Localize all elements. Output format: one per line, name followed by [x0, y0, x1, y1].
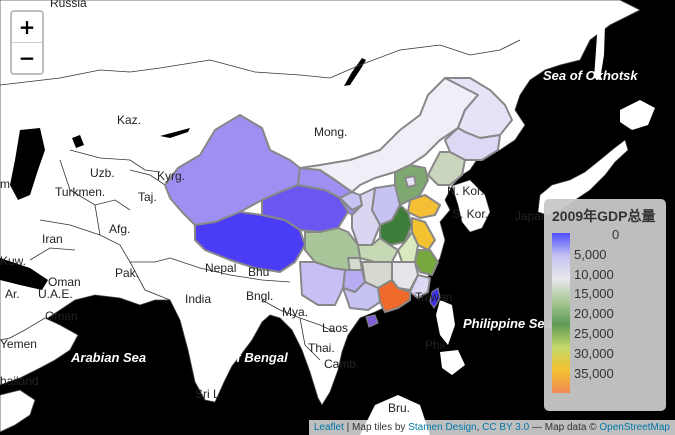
cc-by-link[interactable]: CC BY 3.0: [482, 422, 530, 433]
province-jilin: [444, 127, 501, 161]
label-arabian-sea: Arabian Sea: [70, 350, 146, 365]
leaflet-link[interactable]: Leaflet: [313, 422, 344, 433]
stamen-link[interactable]: Stamen Design: [408, 422, 477, 433]
label-india: India: [185, 292, 211, 306]
label-sea-of-okhotsk: Sea of Okhotsk: [543, 68, 638, 83]
province-hubei: [357, 237, 399, 263]
china-provinces: [164, 77, 513, 313]
legend-label: 5,000: [574, 246, 607, 262]
lake-balkhash: [160, 128, 190, 138]
label-afg: Afg.: [109, 222, 130, 236]
label-laos: Laos: [322, 321, 348, 335]
label-nepal: Nepal: [205, 261, 236, 275]
arabia-landmass: [0, 317, 79, 386]
zoom-in-button[interactable]: +: [12, 12, 42, 43]
legend-label: 20,000: [574, 306, 614, 322]
label-taiwan: Taiwan: [415, 290, 452, 304]
label-thailand: hailand: [0, 374, 39, 388]
hainan-island: [365, 314, 379, 328]
aral-sea: [72, 135, 84, 148]
label-ar: Ar.: [5, 287, 20, 301]
philippines-landmass: [436, 300, 455, 345]
province-beijing: [404, 175, 417, 188]
sakhalin-landmass: [594, 20, 605, 80]
label-m: m: [0, 177, 10, 191]
openstreetmap-link[interactable]: OpenStreetMap: [599, 422, 670, 433]
label-uzb: Uzb.: [90, 166, 115, 180]
legend-label: 35,000: [574, 365, 614, 381]
label-oman-1: Oman: [48, 275, 81, 289]
label-japan: Japan: [515, 209, 548, 223]
hokkaido-landmass: [620, 100, 655, 130]
legend-title: 2009年GDP总量: [552, 208, 656, 224]
zoom-out-button[interactable]: −: [18, 46, 36, 70]
label-bay-of-bengal: Bay of Bengal: [201, 350, 288, 365]
legend-label: 0: [612, 227, 620, 242]
province-liaoning: [427, 151, 466, 186]
label-bru: Bru.: [388, 401, 410, 415]
label-kuwait: Kuw.: [0, 254, 26, 268]
korea-landmass: [451, 179, 491, 233]
label-pak: Pak.: [115, 266, 139, 280]
legend-label: 10,000: [574, 266, 614, 282]
label-kaz: Kaz.: [117, 113, 141, 127]
legend-label: 30,000: [574, 345, 614, 361]
philippines-south-landmass: [440, 350, 465, 375]
africa-landmass: [0, 389, 36, 433]
attribution-sep: ,: [476, 422, 483, 433]
label-camb: Camb.: [324, 357, 359, 371]
label-south-korea: S. Kor.: [452, 207, 488, 221]
legend: 2009年GDP总量 0 5,000 10,000 15,000 20,000 25,00…: [544, 199, 666, 411]
persian-gulf: [0, 258, 48, 290]
attribution: Leaflet | Map tiles by Stamen Design, CC…: [308, 420, 675, 435]
label-bhu: Bhu: [248, 265, 269, 279]
province-fujian: [409, 274, 431, 299]
country-borders: [0, 39, 521, 361]
label-iran: Iran: [42, 232, 63, 246]
label-phil: Phil.: [425, 338, 448, 352]
label-taj: Taj.: [138, 190, 157, 204]
label-mya: Mya.: [282, 305, 308, 319]
label-kyrg: Kyrg.: [157, 169, 185, 183]
label-russia: Russia: [50, 0, 87, 10]
legend-color-bar: [552, 233, 570, 393]
label-mong: Mong.: [314, 125, 347, 139]
province-guangdong: [377, 279, 411, 313]
attribution-tiles-text: | Map tiles by: [343, 422, 409, 433]
label-oman-2: Oman: [45, 309, 78, 323]
label-thai: Thai.: [308, 341, 335, 355]
legend-label: 25,000: [574, 326, 614, 341]
sri-lanka-landmass: [203, 383, 214, 400]
zoom-control: + −: [10, 10, 44, 75]
province-qinghai: [261, 184, 349, 233]
caspian-sea: [10, 128, 45, 200]
label-north-korea: N. Kor.: [447, 184, 484, 198]
province-tibet: [194, 211, 306, 273]
label-turkmen: Turkmen.: [55, 185, 105, 199]
label-yemen: Yemen: [0, 337, 37, 351]
legend-label: 15,000: [574, 286, 614, 302]
label-uae: U.A.E.: [38, 287, 73, 301]
label-bngl: Bngl.: [246, 289, 273, 303]
label-sri-lanka: Sri L.: [195, 387, 223, 401]
attribution-data-text: — Map data ©: [529, 422, 600, 433]
label-philippine-sea: Philippine Sea: [463, 316, 552, 331]
province-taiwan: [429, 287, 441, 309]
